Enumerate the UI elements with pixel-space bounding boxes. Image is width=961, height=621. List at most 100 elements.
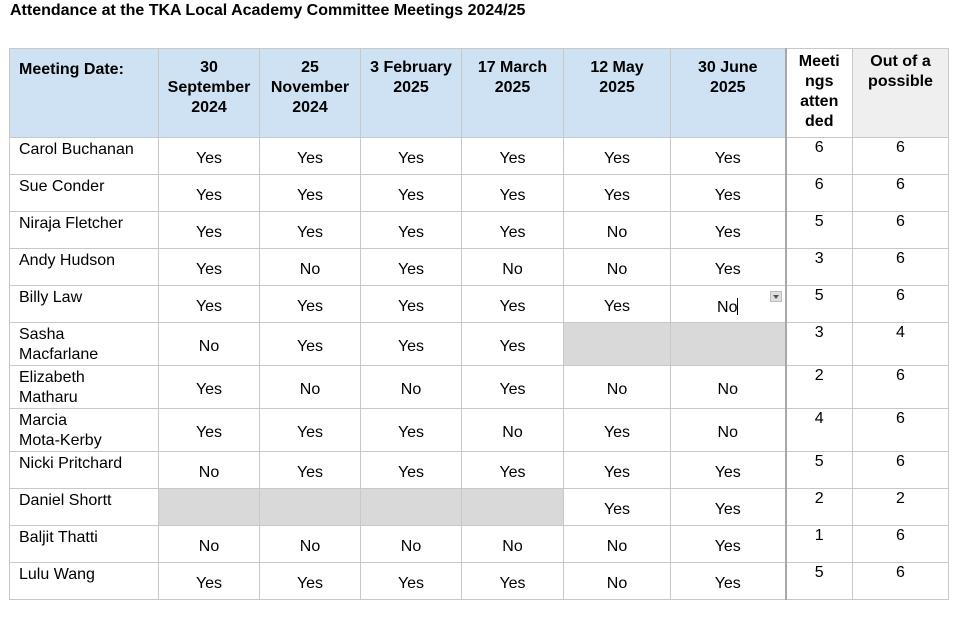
attendance-cell[interactable]: Yes — [158, 408, 260, 452]
attendance-cell[interactable]: Yes — [670, 211, 786, 249]
not-applicable-cell[interactable] — [158, 488, 260, 526]
meetings-attended-cell[interactable]: 5 — [784, 451, 853, 489]
attendance-cell[interactable]: Yes — [563, 137, 671, 175]
meetings-attended-cell[interactable]: 6 — [784, 137, 853, 175]
possible-meetings-cell[interactable]: 6 — [852, 285, 949, 323]
member-name-cell[interactable]: Carol Buchanan — [9, 137, 159, 175]
member-name-cell[interactable]: Billy Law — [9, 285, 159, 323]
meetings-attended-cell[interactable]: 3 — [784, 322, 853, 366]
attendance-cell[interactable]: No — [158, 525, 260, 563]
member-name-cell[interactable]: Lulu Wang — [9, 562, 159, 600]
attendance-cell[interactable]: Yes — [360, 137, 462, 175]
attendance-cell[interactable]: Yes — [158, 211, 260, 249]
dropdown-arrow-icon[interactable] — [769, 291, 782, 302]
header-meetings-attended[interactable]: Meeti ngs atten ded — [784, 48, 853, 138]
attendance-cell[interactable]: No — [461, 248, 564, 286]
meetings-attended-cell[interactable]: 1 — [784, 525, 853, 563]
attendance-cell[interactable]: Yes — [670, 451, 786, 489]
possible-meetings-cell[interactable]: 6 — [852, 451, 949, 489]
attendance-cell[interactable]: Yes — [461, 562, 564, 600]
attendance-cell[interactable]: Yes — [158, 174, 260, 212]
meetings-attended-cell[interactable]: 5 — [784, 562, 853, 600]
attendance-cell[interactable]: Yes — [563, 174, 671, 212]
not-applicable-cell[interactable] — [259, 488, 361, 526]
header-date-1[interactable]: 30 September 2024 — [158, 48, 260, 138]
header-date-6[interactable]: 30 June 2025 — [670, 48, 786, 138]
not-applicable-cell[interactable] — [670, 322, 786, 366]
attendance-cell[interactable]: Yes — [461, 451, 564, 489]
possible-meetings-cell[interactable]: 6 — [852, 174, 949, 212]
attendance-cell[interactable]: No — [259, 365, 361, 409]
attendance-cell[interactable]: No — [563, 248, 671, 286]
attendance-cell[interactable]: Yes — [360, 211, 462, 249]
attendance-cell[interactable]: Yes — [461, 285, 564, 323]
attendance-cell[interactable]: Yes — [259, 174, 361, 212]
attendance-cell[interactable]: Yes — [360, 451, 462, 489]
possible-meetings-cell[interactable]: 6 — [852, 525, 949, 563]
attendance-cell[interactable]: Yes — [360, 322, 462, 366]
header-date-4[interactable]: 17 March 2025 — [461, 48, 564, 138]
attendance-cell[interactable]: Yes — [670, 174, 786, 212]
attendance-cell[interactable]: No — [563, 562, 671, 600]
possible-meetings-cell[interactable]: 4 — [852, 322, 949, 366]
attendance-cell[interactable]: No — [360, 525, 462, 563]
meetings-attended-cell[interactable]: 2 — [784, 488, 853, 526]
header-date-2[interactable]: 25 November 2024 — [259, 48, 361, 138]
attendance-cell[interactable]: Yes — [158, 137, 260, 175]
attendance-cell[interactable]: Yes — [259, 408, 361, 452]
possible-meetings-cell[interactable]: 6 — [852, 248, 949, 286]
not-applicable-cell[interactable] — [461, 488, 564, 526]
possible-meetings-cell[interactable]: 6 — [852, 137, 949, 175]
possible-meetings-cell[interactable]: 6 — [852, 211, 949, 249]
attendance-cell[interactable]: No — [563, 365, 671, 409]
meetings-attended-cell[interactable]: 6 — [784, 174, 853, 212]
selected-attendance-cell[interactable]: No — [670, 285, 786, 323]
meetings-attended-cell[interactable]: 3 — [784, 248, 853, 286]
attendance-cell[interactable]: No — [461, 408, 564, 452]
attendance-cell[interactable]: Yes — [461, 322, 564, 366]
attendance-cell[interactable]: Yes — [158, 248, 260, 286]
attendance-cell[interactable]: No — [670, 365, 786, 409]
attendance-cell[interactable]: Yes — [360, 285, 462, 323]
possible-meetings-cell[interactable]: 6 — [852, 562, 949, 600]
meetings-attended-cell[interactable]: 5 — [784, 211, 853, 249]
attendance-cell[interactable]: Yes — [360, 408, 462, 452]
meetings-attended-cell[interactable]: 2 — [784, 365, 853, 409]
attendance-cell[interactable]: Yes — [360, 248, 462, 286]
member-name-cell[interactable]: Marcia Mota-Kerby — [9, 408, 159, 452]
member-name-cell[interactable]: Sue Conder — [9, 174, 159, 212]
attendance-cell[interactable]: Yes — [461, 137, 564, 175]
member-name-cell[interactable]: Baljit Thatti — [9, 525, 159, 563]
not-applicable-cell[interactable] — [563, 322, 671, 366]
attendance-cell[interactable]: Yes — [259, 137, 361, 175]
attendance-cell[interactable]: Yes — [670, 562, 786, 600]
attendance-cell[interactable]: Yes — [259, 451, 361, 489]
member-name-cell[interactable]: Andy Hudson — [9, 248, 159, 286]
attendance-cell[interactable]: No — [461, 525, 564, 563]
member-name-cell[interactable]: Daniel Shortt — [9, 488, 159, 526]
attendance-cell[interactable]: Yes — [563, 285, 671, 323]
attendance-cell[interactable]: No — [563, 525, 671, 563]
member-name-cell[interactable]: Sasha Macfarlane — [9, 322, 159, 366]
attendance-cell[interactable]: Yes — [259, 211, 361, 249]
meetings-attended-cell[interactable]: 5 — [784, 285, 853, 323]
attendance-cell[interactable]: No — [259, 248, 361, 286]
possible-meetings-cell[interactable]: 2 — [852, 488, 949, 526]
attendance-cell[interactable]: Yes — [158, 285, 260, 323]
member-name-cell[interactable]: Nicki Pritchard — [9, 451, 159, 489]
attendance-cell[interactable]: Yes — [670, 525, 786, 563]
header-date-5[interactable]: 12 May 2025 — [563, 48, 671, 138]
attendance-cell[interactable]: Yes — [461, 174, 564, 212]
attendance-cell[interactable]: Yes — [259, 285, 361, 323]
possible-meetings-cell[interactable]: 6 — [852, 365, 949, 409]
attendance-cell[interactable]: No — [158, 322, 260, 366]
attendance-cell[interactable]: Yes — [670, 137, 786, 175]
attendance-cell[interactable]: No — [158, 451, 260, 489]
attendance-cell[interactable]: Yes — [670, 248, 786, 286]
member-name-cell[interactable]: Elizabeth Matharu — [9, 365, 159, 409]
header-date-3[interactable]: 3 February 2025 — [360, 48, 462, 138]
member-name-cell[interactable]: Niraja Fletcher — [9, 211, 159, 249]
attendance-cell[interactable]: Yes — [360, 174, 462, 212]
attendance-cell[interactable]: Yes — [259, 322, 361, 366]
attendance-cell[interactable]: Yes — [259, 562, 361, 600]
